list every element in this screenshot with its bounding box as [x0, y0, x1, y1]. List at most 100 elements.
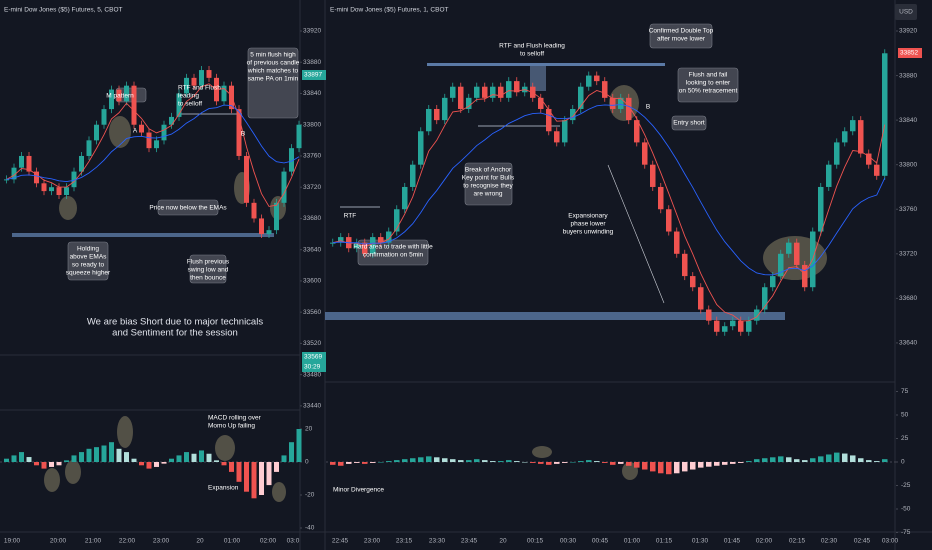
histogram-bar — [281, 455, 287, 462]
candle — [86, 140, 92, 156]
zone — [530, 66, 546, 91]
candle — [124, 85, 129, 102]
candle — [191, 77, 197, 86]
histogram-bar — [434, 457, 440, 462]
time-tick-label: 02:30 — [821, 538, 838, 545]
histogram-bar — [450, 459, 456, 462]
candle — [161, 124, 167, 141]
histogram-bar — [289, 442, 294, 462]
histogram-bar — [101, 445, 107, 462]
annotation: then bounce — [190, 275, 226, 282]
candle — [184, 77, 189, 94]
candle — [554, 131, 560, 143]
macd-tick-label: 0 — [305, 459, 309, 466]
annotation: Expansionary — [568, 213, 608, 220]
histogram-bar — [176, 455, 182, 462]
histogram-bar — [386, 461, 392, 462]
candle — [378, 237, 384, 243]
candle — [11, 167, 17, 180]
histogram-bar — [538, 462, 544, 464]
time-tick-label: 20 — [499, 538, 507, 545]
candle — [169, 116, 174, 125]
histogram-bar — [116, 448, 122, 462]
annotation: phase lower — [570, 221, 606, 228]
macd-tick-label: 0 — [901, 459, 905, 466]
candle — [706, 309, 712, 321]
candle — [626, 97, 632, 121]
note-box — [67, 241, 109, 281]
candle — [131, 85, 137, 125]
histogram-bar — [850, 455, 856, 462]
histogram-bar — [146, 462, 152, 469]
candle — [206, 70, 212, 78]
annotation: 5 min flush high — [250, 52, 296, 59]
histogram-bar — [394, 460, 400, 462]
histogram-bar — [34, 462, 39, 466]
histogram-bar — [41, 462, 47, 469]
candle — [538, 97, 544, 109]
candle — [786, 242, 792, 254]
histogram-bar — [626, 462, 632, 466]
candle — [79, 155, 84, 172]
price-tick-label: 33720 — [899, 251, 917, 258]
price-tick-label: 33440 — [303, 403, 321, 410]
annotation: Flush and fail — [689, 72, 728, 79]
histogram-bar — [458, 460, 464, 462]
histogram-bar — [506, 460, 512, 462]
price-tick-label: 33600 — [303, 278, 321, 285]
highlight — [532, 446, 552, 458]
candle — [296, 124, 302, 149]
histogram-bar — [826, 454, 832, 462]
histogram-bar — [346, 462, 352, 464]
annotation: Flush previous — [187, 259, 230, 266]
candle — [714, 320, 720, 332]
time-tick-label: 02:45 — [854, 538, 871, 545]
histogram-bar — [466, 460, 472, 462]
time-tick-label: 02:15 — [789, 538, 806, 545]
price-badge-label: 33852 — [900, 50, 918, 57]
histogram-bar — [802, 460, 808, 462]
candle — [618, 97, 624, 109]
histogram-bar — [738, 462, 744, 463]
candle — [754, 309, 760, 321]
time-tick-label: 00:15 — [527, 538, 544, 545]
histogram-bar — [79, 452, 84, 462]
time-tick-label: 20:00 — [50, 538, 67, 545]
histogram-bar — [191, 453, 197, 462]
candle — [26, 155, 32, 172]
candle — [64, 187, 69, 196]
time-tick-label: 22:00 — [119, 538, 136, 545]
candle — [858, 120, 864, 154]
currency-box — [895, 4, 917, 20]
currency: USD — [899, 9, 913, 16]
candle — [738, 320, 744, 332]
candle — [139, 124, 144, 133]
histogram-bar — [206, 453, 212, 462]
candle — [251, 202, 257, 219]
histogram-bar — [109, 442, 114, 462]
price-tick-label: 33880 — [899, 72, 917, 79]
candle — [474, 86, 480, 98]
annotation: Break of Anchor — [465, 167, 512, 174]
candle — [674, 231, 680, 254]
histogram-bar — [266, 462, 272, 486]
time-tick-label: 03:0 — [287, 538, 300, 545]
histogram-bar — [221, 462, 227, 466]
time-tick-label: 20 — [196, 538, 204, 545]
candle — [506, 81, 512, 98]
macd-tick-label: -20 — [305, 492, 315, 499]
candle — [418, 131, 424, 165]
candle — [578, 86, 584, 109]
candle — [450, 86, 456, 98]
candle — [330, 242, 336, 244]
histogram-bar — [71, 455, 77, 462]
histogram-bar — [482, 460, 488, 462]
candle — [466, 97, 472, 109]
zone — [325, 312, 785, 320]
histogram-bar — [754, 459, 760, 462]
price-tick-label: 33560 — [303, 309, 321, 316]
histogram-bar — [706, 462, 712, 467]
candle — [546, 108, 552, 132]
